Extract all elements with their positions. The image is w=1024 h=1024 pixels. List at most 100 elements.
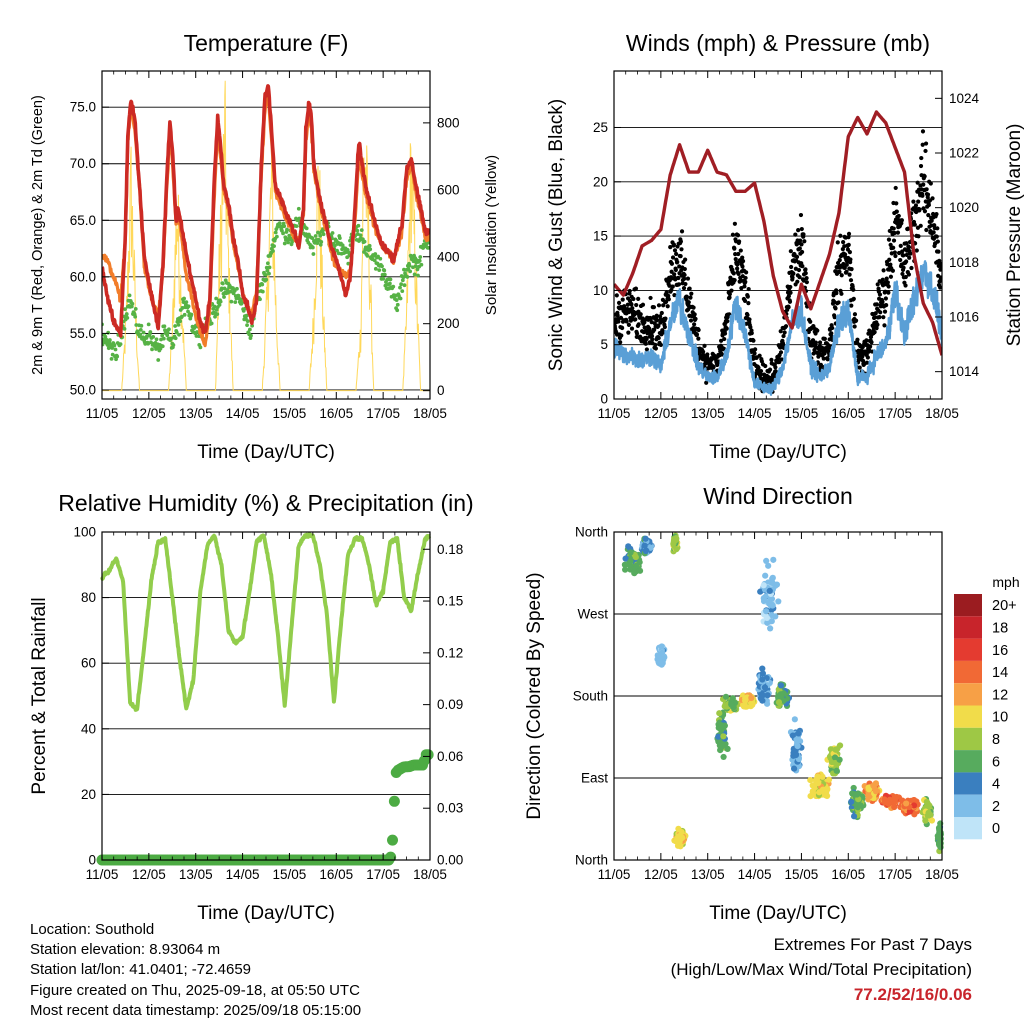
gust-point bbox=[880, 299, 885, 304]
direction-point bbox=[728, 701, 735, 708]
y-tick-label: 0 bbox=[600, 392, 608, 407]
gust-point bbox=[747, 317, 752, 322]
gust-point bbox=[701, 352, 706, 358]
y2-tick-label: 0.18 bbox=[437, 542, 463, 557]
gust-point bbox=[890, 268, 895, 273]
wind-line bbox=[614, 260, 942, 396]
gust-point bbox=[860, 344, 865, 350]
direction-point bbox=[793, 736, 800, 743]
gust-point bbox=[654, 313, 659, 318]
gust-point bbox=[782, 330, 787, 335]
gust-point bbox=[675, 259, 680, 265]
direction-point bbox=[791, 765, 798, 772]
gust-point bbox=[746, 286, 751, 292]
colorbar-label: 0 bbox=[992, 821, 1000, 837]
direction-point bbox=[809, 788, 816, 795]
gust-point bbox=[618, 340, 623, 345]
gust-point bbox=[894, 201, 899, 206]
direction-point bbox=[720, 753, 727, 761]
gust-point bbox=[742, 284, 747, 289]
x-tick-label: 13/05 bbox=[179, 867, 213, 882]
dewpoint-point bbox=[310, 245, 315, 250]
gust-point bbox=[616, 319, 621, 324]
x-tick-label: 17/05 bbox=[878, 867, 912, 882]
y2-tick-label: 0.12 bbox=[437, 645, 463, 660]
extremes-box: Extremes For Past 7 Days (High/Low/Max W… bbox=[671, 932, 972, 1007]
gust-point bbox=[877, 292, 883, 297]
gust-point bbox=[835, 240, 840, 245]
colorbar-label: 8 bbox=[992, 732, 1000, 748]
gust-point bbox=[864, 338, 869, 343]
gust-point bbox=[872, 330, 877, 335]
dewpoint-point bbox=[212, 304, 217, 309]
dewpoint-point bbox=[332, 243, 337, 248]
dewpoint-point bbox=[313, 234, 318, 238]
gust-point bbox=[794, 254, 800, 259]
y-tick-label: 80 bbox=[81, 590, 96, 605]
colorbar-swatch bbox=[954, 794, 982, 817]
direction-point bbox=[850, 813, 858, 820]
colorbar-swatch bbox=[954, 616, 982, 639]
gust-point bbox=[682, 266, 687, 272]
dewpoint-point bbox=[162, 324, 167, 329]
gust-point bbox=[822, 336, 827, 341]
gust-point bbox=[849, 303, 854, 308]
gust-point bbox=[730, 232, 736, 237]
dewpoint-point bbox=[245, 323, 249, 328]
dewpoint-point bbox=[368, 247, 373, 252]
y2-tick-label: 800 bbox=[437, 115, 460, 130]
gust-point bbox=[662, 324, 667, 330]
y-tick-label: 55.0 bbox=[70, 326, 96, 341]
gust-point bbox=[661, 303, 666, 308]
gust-point bbox=[895, 230, 901, 235]
direction-point bbox=[622, 555, 629, 562]
gust-point bbox=[620, 297, 625, 302]
colorbar-label: 20+ bbox=[992, 598, 1017, 614]
gust-point bbox=[913, 203, 919, 208]
direction-point bbox=[642, 547, 650, 555]
gust-point bbox=[683, 257, 688, 262]
gust-point bbox=[756, 365, 761, 371]
x-tick-label: 15/05 bbox=[273, 406, 307, 421]
gust-point bbox=[923, 141, 929, 146]
direction-point bbox=[911, 811, 918, 818]
gust-point bbox=[920, 142, 925, 147]
gust-point bbox=[892, 230, 897, 236]
dewpoint-point bbox=[222, 295, 226, 299]
humidity-title: Relative Humidity (%) & Precipitation (i… bbox=[58, 490, 473, 516]
gust-point bbox=[757, 353, 762, 358]
direction-point bbox=[814, 773, 821, 780]
y-tick-label: 40 bbox=[81, 721, 96, 736]
gust-point bbox=[936, 249, 941, 254]
dewpoint-point bbox=[112, 343, 117, 348]
dewpoint-point bbox=[426, 245, 430, 250]
gust-point bbox=[669, 261, 675, 266]
gust-point bbox=[633, 286, 639, 291]
y2-tick-label: 0.03 bbox=[437, 801, 463, 816]
gust-point bbox=[847, 272, 852, 277]
gust-point bbox=[616, 300, 622, 305]
dewpoint-point bbox=[106, 330, 111, 335]
dewpoint-point bbox=[214, 296, 219, 301]
gust-point bbox=[740, 259, 746, 264]
gust-point bbox=[796, 228, 801, 233]
gust-point bbox=[917, 207, 922, 212]
direction-point bbox=[775, 699, 783, 706]
dewpoint-point bbox=[272, 244, 276, 249]
dewpoint-point bbox=[318, 242, 323, 247]
dewpoint-point bbox=[304, 226, 309, 231]
gust-point bbox=[644, 347, 649, 352]
colorbar-swatch bbox=[954, 705, 982, 728]
gust-point bbox=[888, 242, 893, 247]
direction-point bbox=[792, 751, 799, 759]
gust-point bbox=[859, 348, 864, 353]
gust-point bbox=[869, 340, 874, 345]
direction-point bbox=[679, 834, 686, 841]
gust-point bbox=[868, 344, 873, 349]
temperature-xlabel: Time (Day/UTC) bbox=[197, 442, 335, 463]
gust-point bbox=[650, 337, 655, 342]
precip-point bbox=[388, 795, 400, 807]
gust-point bbox=[749, 331, 754, 336]
gust-point bbox=[799, 226, 804, 232]
gust-point bbox=[719, 338, 724, 343]
